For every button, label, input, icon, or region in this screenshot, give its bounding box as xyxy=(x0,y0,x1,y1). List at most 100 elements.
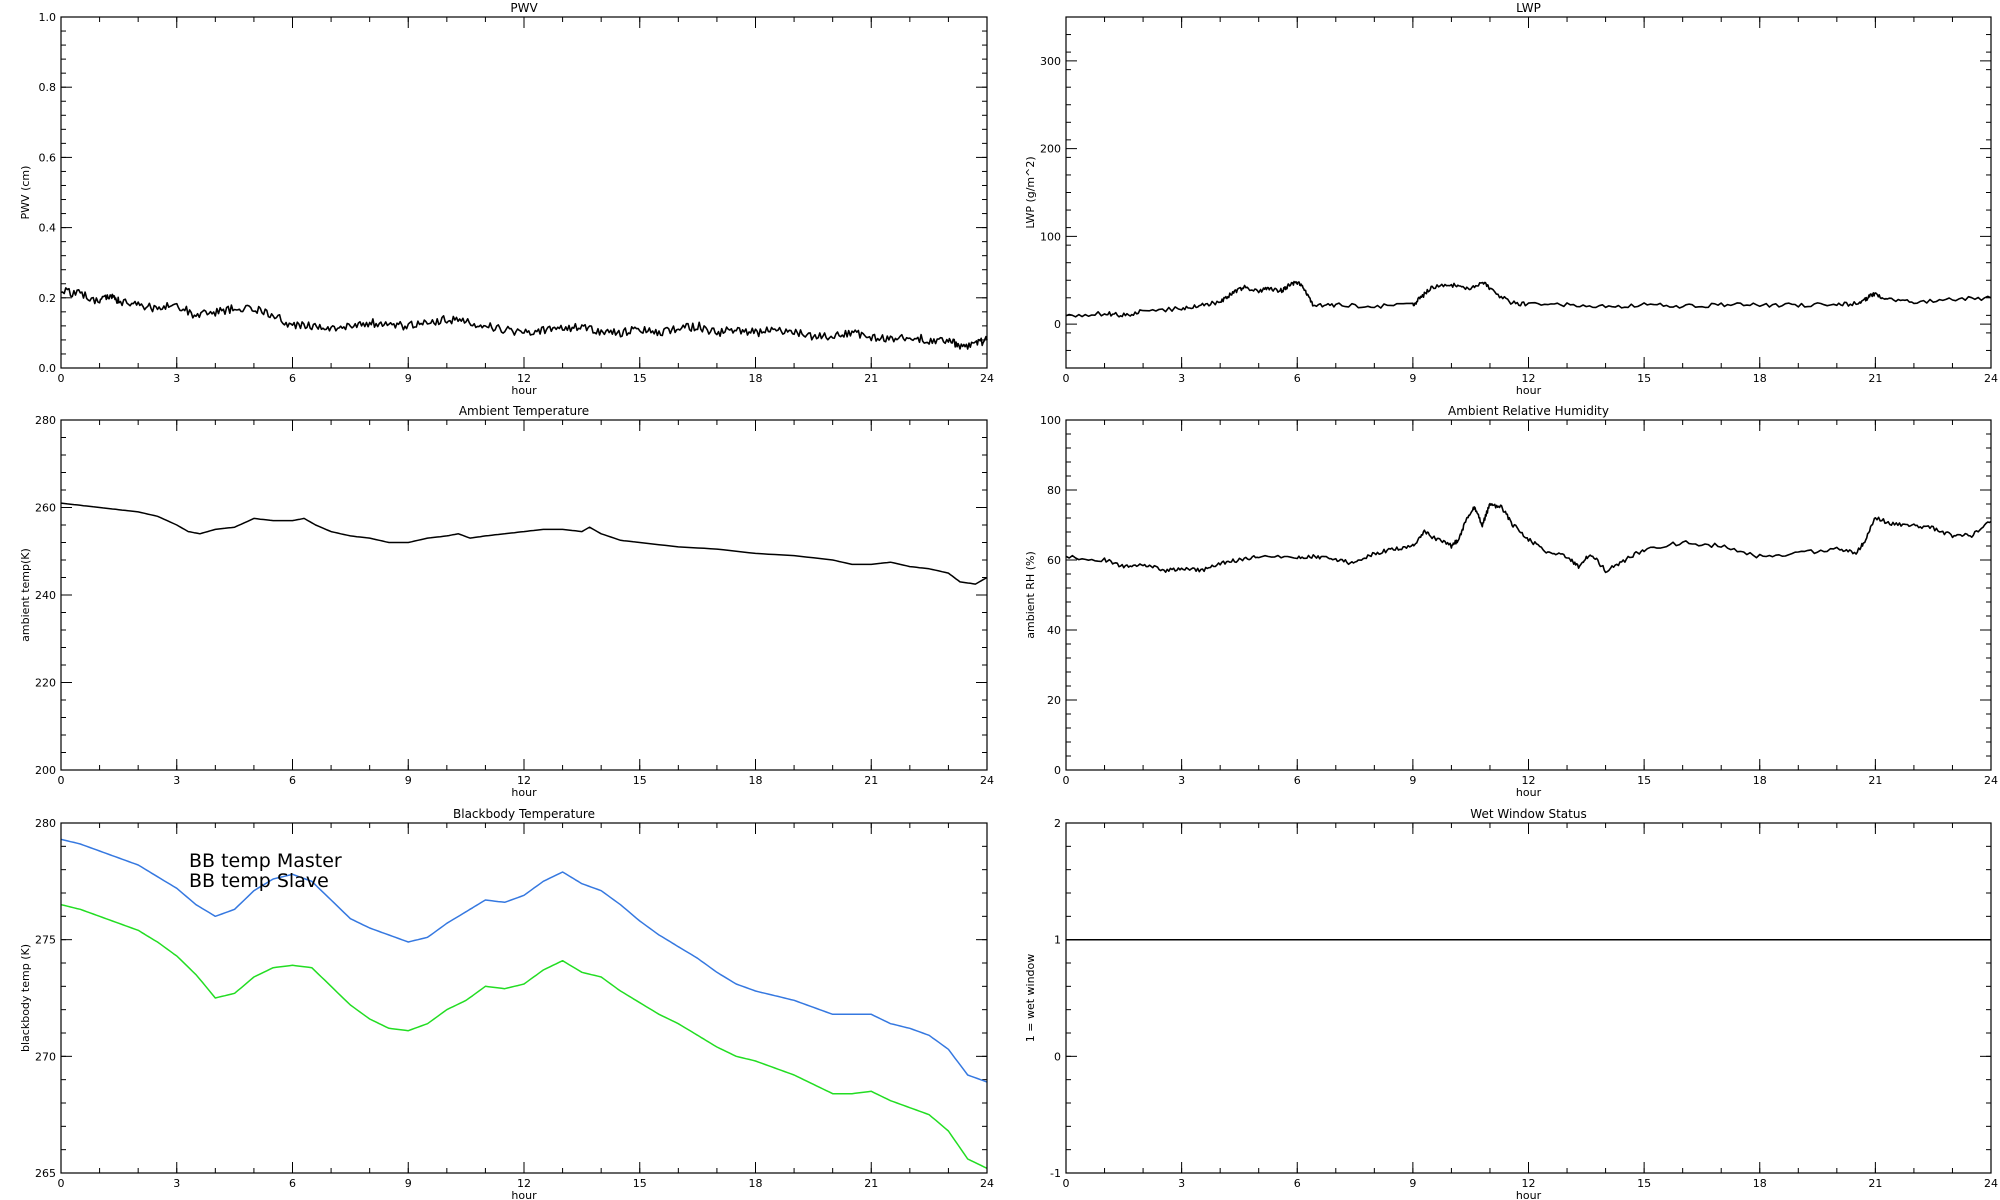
y-tick-label: 60 xyxy=(1047,554,1061,567)
x-tick-label: 6 xyxy=(289,1177,296,1190)
plot-frame xyxy=(60,16,988,369)
chart-panel: 0 3 6 9 12 15 18 21 24 0.0 0.2 0.4 0.6 0.8 1.0 PWV hour P… xyxy=(19,1,994,397)
x-tick-label: 18 xyxy=(1753,1177,1767,1190)
y-axis-label: 1 = wet window xyxy=(1024,954,1037,1043)
chart-title: Wet Window Status xyxy=(1470,807,1586,821)
y-axis-label: PWV (cm) xyxy=(19,166,32,220)
plot-frame xyxy=(1065,419,1992,771)
y-tick-label: 1.0 xyxy=(39,11,57,24)
x-tick-label: 9 xyxy=(1409,774,1416,787)
x-tick-label: 0 xyxy=(1063,1177,1070,1190)
x-tick-label: 12 xyxy=(517,372,531,385)
x-tick-label: 0 xyxy=(1063,372,1070,385)
y-tick-label: 2 xyxy=(1054,817,1061,830)
chart-panel: 0 3 6 9 12 15 18 21 24 0 100 200 300 LWP hour LWP (g/m^… xyxy=(1024,1,1998,397)
y-tick-label: 200 xyxy=(35,764,56,777)
x-tick-label: 15 xyxy=(1637,774,1651,787)
x-tick-label: 24 xyxy=(980,1177,994,1190)
x-tick-label: 21 xyxy=(864,1177,878,1190)
plot-frame xyxy=(60,822,988,1174)
x-tick-label: 21 xyxy=(1868,774,1882,787)
x-tick-label: 12 xyxy=(1522,1177,1536,1190)
x-tick-label: 6 xyxy=(1294,1177,1301,1190)
x-axis-label: hour xyxy=(1516,786,1542,799)
x-tick-label: 24 xyxy=(1984,372,1998,385)
x-tick-label: 12 xyxy=(517,1177,531,1190)
chart-panel: 0 3 6 9 12 15 18 21 24 265 270 275 280 BB temp Master… xyxy=(19,807,994,1200)
data-line-series-2 xyxy=(60,903,988,1169)
y-tick-label: 40 xyxy=(1047,624,1061,637)
y-tick-label: 100 xyxy=(1040,230,1061,243)
y-tick-label: 0.0 xyxy=(39,362,57,375)
y-tick-label: 200 xyxy=(1040,143,1061,156)
y-tick-label: 280 xyxy=(35,414,56,427)
chart-panel: 0 3 6 9 12 15 18 21 24 200 220 240 260 280 Ambient Tem… xyxy=(19,404,994,799)
x-axis-label: hour xyxy=(1516,1189,1542,1200)
x-tick-label: 9 xyxy=(1409,1177,1416,1190)
y-tick-label: 0 xyxy=(1054,764,1061,777)
x-tick-label: 24 xyxy=(1984,774,1998,787)
data-line-series-1 xyxy=(1065,280,1992,318)
x-tick-label: 18 xyxy=(1753,774,1767,787)
y-tick-label: 280 xyxy=(35,817,56,830)
x-tick-label: 12 xyxy=(1522,774,1536,787)
x-tick-label: 6 xyxy=(289,774,296,787)
y-tick-label: 100 xyxy=(1040,414,1061,427)
x-tick-label: 0 xyxy=(58,372,65,385)
chart-title: PWV xyxy=(510,1,538,15)
chart-title: LWP xyxy=(1516,1,1541,15)
y-tick-label: 220 xyxy=(35,677,56,690)
chart-title: Ambient Relative Humidity xyxy=(1448,404,1609,418)
y-tick-label: 300 xyxy=(1040,55,1061,68)
x-tick-label: 6 xyxy=(289,372,296,385)
x-tick-label: 24 xyxy=(980,774,994,787)
data-line-series-1 xyxy=(60,502,988,585)
data-line-series-1 xyxy=(60,838,988,1083)
x-tick-label: 3 xyxy=(1178,774,1185,787)
y-tick-label: 1 xyxy=(1054,934,1061,947)
x-tick-label: 15 xyxy=(1637,1177,1651,1190)
x-tick-label: 21 xyxy=(1868,1177,1882,1190)
x-tick-label: 15 xyxy=(633,774,647,787)
x-tick-label: 9 xyxy=(405,774,412,787)
y-tick-label: 20 xyxy=(1047,694,1061,707)
x-tick-label: 9 xyxy=(405,1177,412,1190)
x-tick-label: 21 xyxy=(864,774,878,787)
y-tick-label: 0 xyxy=(1054,318,1061,331)
x-tick-label: 0 xyxy=(58,1177,65,1190)
y-tick-label: -1 xyxy=(1050,1167,1061,1180)
x-tick-label: 18 xyxy=(749,372,763,385)
y-axis-label: blackbody temp (K) xyxy=(19,944,32,1052)
x-tick-label: 21 xyxy=(1868,372,1882,385)
x-tick-label: 3 xyxy=(1178,1177,1185,1190)
chart-title: Ambient Temperature xyxy=(459,404,589,418)
y-tick-label: 0 xyxy=(1054,1050,1061,1063)
legend-entry: BB temp Master xyxy=(189,850,342,872)
x-tick-label: 6 xyxy=(1294,774,1301,787)
legend-entry: BB temp Slave xyxy=(189,870,329,892)
x-tick-label: 18 xyxy=(749,774,763,787)
y-tick-label: 260 xyxy=(35,502,56,515)
x-tick-label: 15 xyxy=(633,372,647,385)
x-tick-label: 9 xyxy=(1409,372,1416,385)
data-line-series-1 xyxy=(1065,502,1992,574)
x-tick-label: 3 xyxy=(173,774,180,787)
x-tick-label: 24 xyxy=(980,372,994,385)
x-axis-label: hour xyxy=(511,786,537,799)
plot-frame xyxy=(60,419,988,771)
x-tick-label: 0 xyxy=(1063,774,1070,787)
y-axis-label: ambient temp(K) xyxy=(19,548,32,642)
chart-title: Blackbody Temperature xyxy=(453,807,595,821)
y-axis-label: LWP (g/m^2) xyxy=(1024,156,1037,228)
x-tick-label: 12 xyxy=(517,774,531,787)
x-tick-label: 3 xyxy=(173,372,180,385)
x-tick-label: 24 xyxy=(1984,1177,1998,1190)
x-tick-label: 18 xyxy=(1753,372,1767,385)
chart-panel: 0 3 6 9 12 15 18 21 24 0 20 40 60 80 100 Ambient Relati… xyxy=(1024,404,1998,799)
y-tick-label: 275 xyxy=(35,934,56,947)
y-tick-label: 265 xyxy=(35,1167,56,1180)
x-tick-label: 18 xyxy=(749,1177,763,1190)
x-tick-label: 0 xyxy=(58,774,65,787)
y-tick-label: 80 xyxy=(1047,484,1061,497)
